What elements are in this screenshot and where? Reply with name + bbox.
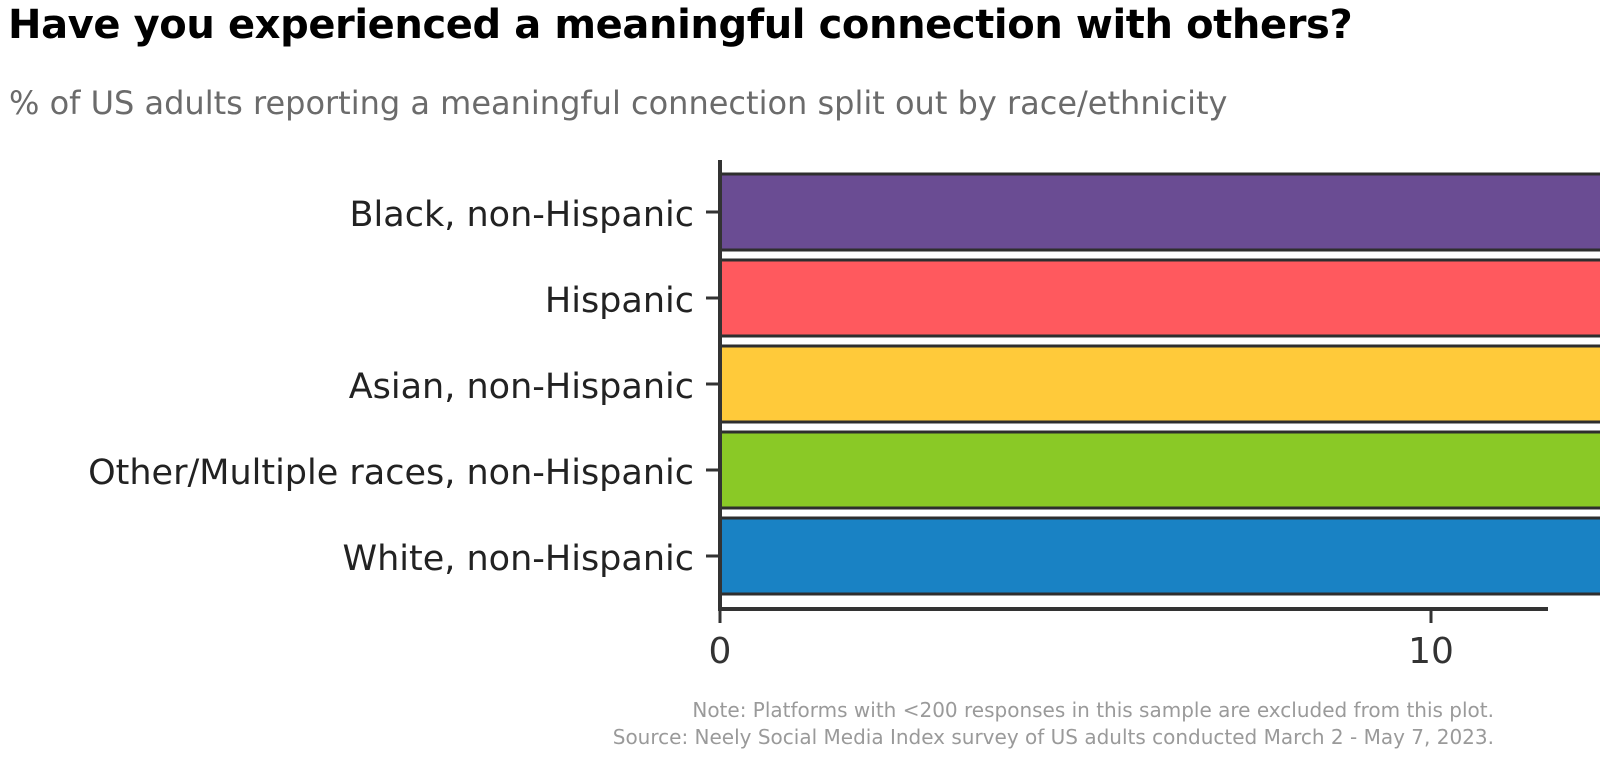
- bar-chart: 20%Black, non-Hispanic20.8%Hispanic21.2%…: [88, 160, 1600, 672]
- category-label: Other/Multiple races, non-Hispanic: [88, 453, 694, 493]
- bar: [718, 258, 1600, 338]
- category-label: Hispanic: [545, 281, 694, 321]
- category-label: White, non-Hispanic: [342, 539, 694, 579]
- chart-title: Have you experienced a meaningful connec…: [8, 2, 1353, 48]
- chart-subtitle: % of US adults reporting a meaningful co…: [9, 84, 1228, 122]
- category-label: Black, non-Hispanic: [350, 195, 694, 235]
- chart-note: Note: Platforms with <200 responses in t…: [692, 698, 1494, 722]
- chart-source: Source: Neely Social Media Index survey …: [612, 725, 1494, 749]
- category-label: Asian, non-Hispanic: [349, 367, 694, 407]
- x-tick-label: 10: [1408, 631, 1454, 672]
- bar: [718, 344, 1600, 424]
- x-tick-label: 0: [709, 631, 732, 672]
- bar: [718, 172, 1600, 252]
- bar: [718, 516, 1600, 596]
- bar: [718, 430, 1600, 510]
